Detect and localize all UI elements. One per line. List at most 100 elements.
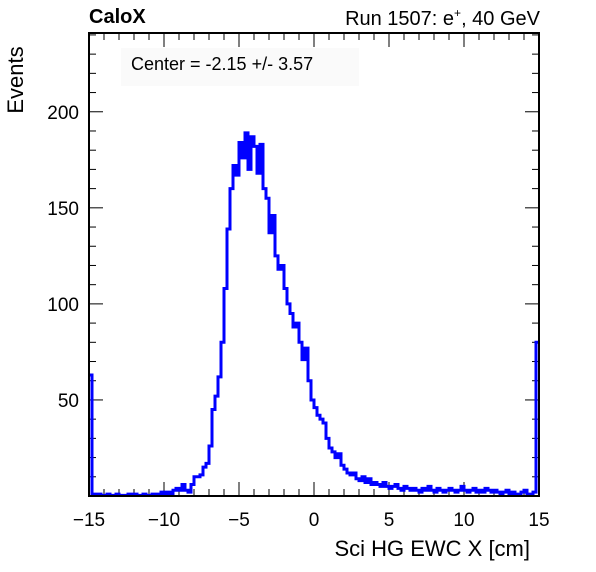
histogram-bin-point (323, 422, 326, 424)
histogram-bin-point (194, 476, 197, 478)
histogram-bin-point (200, 474, 203, 476)
x-tick-label: 5 (384, 510, 395, 531)
histogram-bin-point (377, 483, 380, 486)
histogram-bin-point (437, 487, 440, 489)
histogram-bin-point (476, 491, 479, 493)
histogram-bin-point (335, 456, 338, 459)
histogram-bin-point (407, 487, 410, 489)
histogram-bin-point (401, 489, 404, 491)
histogram-bin-point (350, 474, 353, 476)
histogram-bin-point (116, 493, 119, 495)
histogram-bin-point (383, 481, 386, 484)
y-tick-label: 50 (58, 391, 79, 412)
histogram-bin-point (524, 489, 527, 491)
histogram-bin-point (521, 491, 524, 493)
histogram-bin-point (353, 472, 356, 474)
histogram-bin-point (356, 478, 359, 480)
histogram-bin-point (368, 478, 371, 480)
histogram-bin-point (227, 228, 230, 230)
histogram-bin-point (152, 493, 155, 495)
histogram-bin-point (314, 407, 317, 409)
histogram-bin-point (161, 491, 164, 493)
x-tick-label: 15 (528, 510, 549, 531)
histogram-bin-point (92, 493, 95, 495)
histogram-bin-point (512, 491, 515, 493)
histogram-bin-point (413, 487, 416, 489)
histogram-bin-point (395, 483, 398, 486)
histogram-bin-point (170, 493, 173, 495)
fit-result-text: Center = -2.15 +/- 3.57 (131, 54, 314, 74)
histogram-bin-point (296, 322, 299, 324)
histogram-bin-point (251, 136, 254, 138)
y-tick-label: 200 (47, 103, 79, 124)
histogram-bin-point (440, 489, 443, 491)
histogram-bin-point (230, 188, 233, 190)
histogram-bin-point (290, 312, 293, 315)
histogram-bin-point (392, 485, 395, 487)
run-label-suffix: , 40 GeV (461, 8, 540, 30)
histogram-bin-point (212, 408, 215, 411)
histogram-bin-point (443, 491, 446, 493)
histogram-bin-point (284, 287, 287, 290)
histogram-bin-point (275, 255, 278, 257)
histogram-bin-point (446, 489, 449, 491)
histogram-bin-point (452, 489, 455, 491)
histogram-bin-point (533, 491, 536, 493)
run-label: Run 1507: e+, 40 GeV (345, 6, 540, 31)
histogram-bin-point (221, 341, 224, 343)
histogram-bin-point (482, 491, 485, 493)
histogram-bin-point (470, 489, 473, 491)
histogram-bin-point (233, 164, 236, 167)
histogram-bin-point (500, 493, 503, 495)
histogram-bin-point (362, 476, 365, 478)
histogram-bin-point (236, 174, 239, 176)
histogram-bin-point (515, 493, 518, 495)
histogram-bin-point (359, 480, 362, 482)
histogram-bin-point (128, 493, 131, 495)
histogram-bin-point (308, 380, 311, 382)
histogram-bin-point (134, 493, 137, 495)
fit-result-box (121, 48, 359, 86)
histogram-bin-point (527, 493, 530, 495)
histogram-bin-point (302, 358, 305, 361)
histogram-bin-point (416, 489, 419, 491)
histogram-bin-point (497, 491, 500, 493)
histogram-bin-point (260, 143, 263, 146)
run-label-charge: + (454, 6, 462, 20)
histogram-bin-point (179, 489, 182, 491)
histogram-bin-point (185, 489, 188, 491)
histogram-bin-point (293, 326, 296, 328)
histogram-bin-point (311, 399, 314, 401)
histogram-bin-point (518, 493, 521, 495)
histogram-bin-point (278, 268, 281, 270)
histogram-bin-point (188, 491, 191, 493)
histogram-bin-point (389, 487, 392, 489)
histogram-bin-point (530, 493, 533, 495)
histogram-bin-point (425, 489, 428, 491)
histogram-bin-point (485, 487, 488, 489)
histogram-bin-point (173, 489, 176, 491)
histogram-bin-point (272, 214, 275, 217)
histogram-bin-point (458, 489, 461, 491)
histogram-bin-point (410, 489, 413, 491)
histogram-bin-point (434, 491, 437, 493)
histogram-bin-point (155, 493, 158, 495)
histogram-bin-point (197, 476, 200, 478)
histogram-bin-point (455, 491, 458, 493)
histogram-bin-point (224, 287, 227, 290)
histogram-bin-point (338, 453, 341, 455)
histogram-bin-point (254, 145, 257, 147)
histogram-bin-point (263, 188, 266, 190)
axis-ticks: −15 −10 −5 0 5 10 15 50 100 150 200 (47, 33, 550, 531)
histogram-bin-point (98, 493, 101, 495)
histogram-bin-point (176, 487, 179, 489)
histogram-bin-point (431, 489, 434, 491)
histogram-bin-point (503, 491, 506, 493)
histogram-bin-point (404, 485, 407, 487)
y-tick-label: 150 (47, 199, 79, 220)
histogram-bin-point (449, 487, 452, 489)
histogram-bin-point (248, 168, 251, 171)
histogram-bin-point (344, 468, 347, 470)
histogram-bin-point (494, 489, 497, 491)
histogram-bin-point (164, 493, 167, 495)
